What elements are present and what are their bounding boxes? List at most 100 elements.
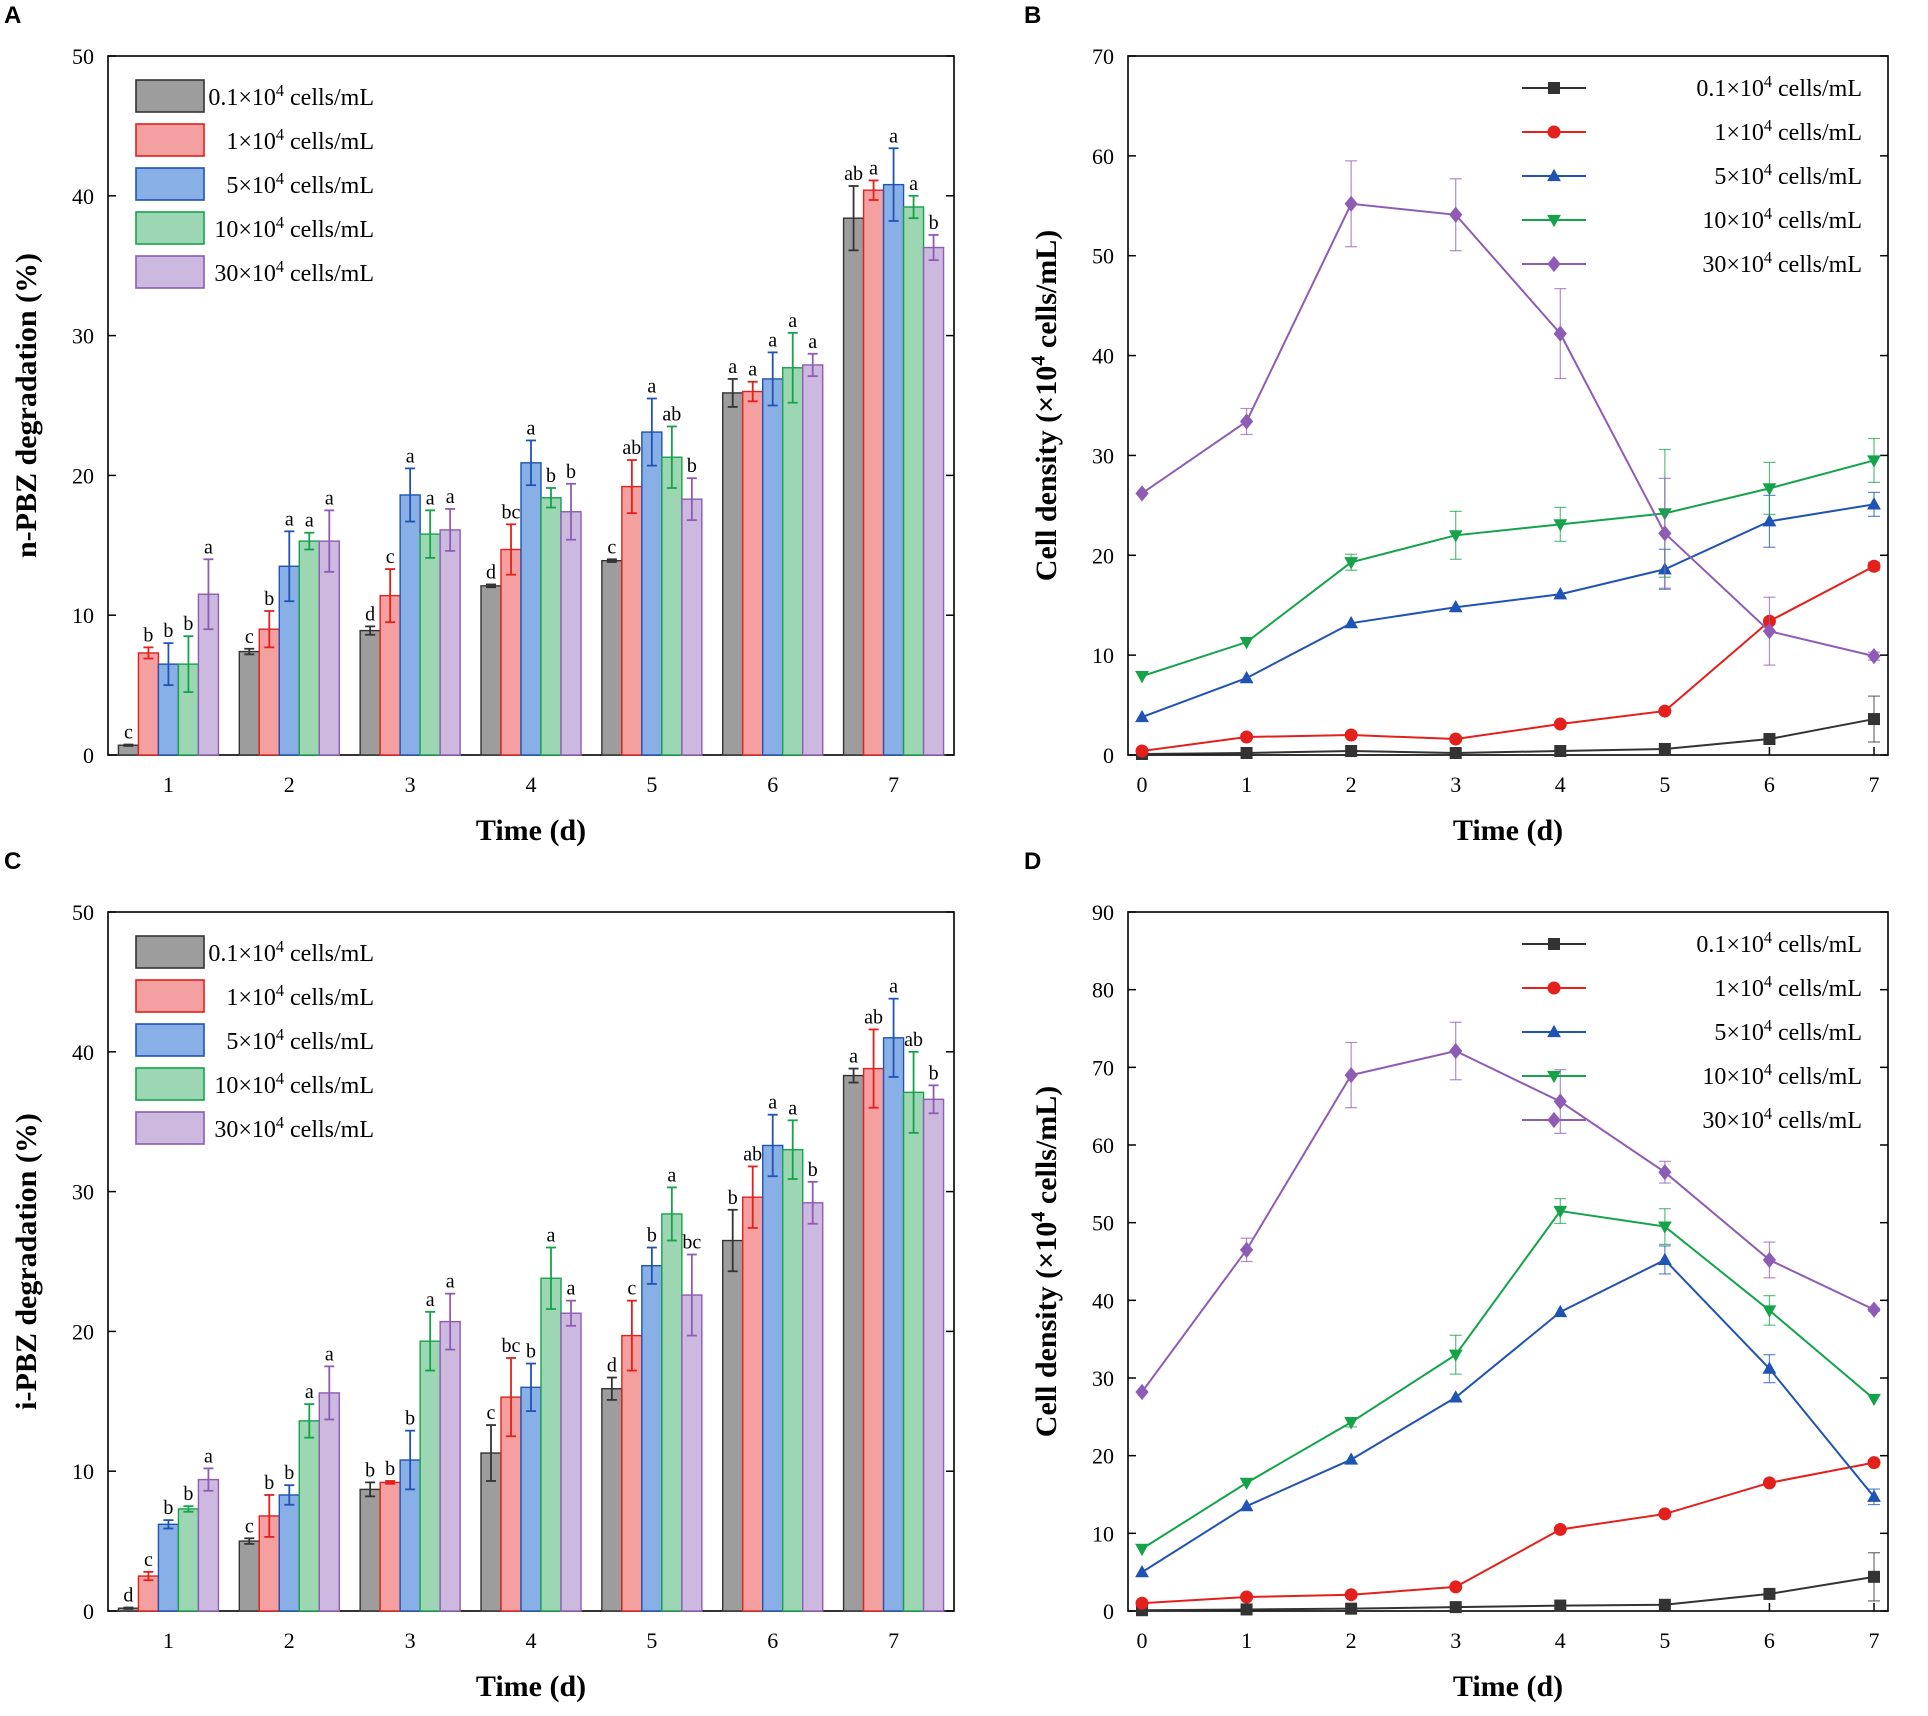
- bar: [419, 533, 441, 756]
- data-point: [1553, 1522, 1567, 1536]
- significance-label: d: [365, 603, 375, 625]
- legend-label: 5×104 cells/mL: [226, 1025, 374, 1055]
- data-point: [1762, 623, 1777, 640]
- bar: [641, 431, 663, 756]
- data-point: [1762, 1361, 1777, 1374]
- data-point: [1553, 717, 1567, 731]
- y-tick-label: 60: [1092, 144, 1114, 169]
- data-point: [1763, 733, 1776, 746]
- data-point: [1553, 1093, 1567, 1110]
- bar: [661, 456, 683, 756]
- bar: [560, 511, 582, 756]
- significance-label: a: [849, 1046, 858, 1068]
- x-tick-label: 5: [646, 772, 657, 797]
- bar: [742, 1196, 764, 1612]
- legend-marker: [1547, 1024, 1561, 1038]
- significance-label: a: [426, 1289, 435, 1311]
- significance-label: b: [365, 1459, 375, 1481]
- x-tick-label: 5: [1659, 1628, 1670, 1653]
- panel-letter-a: A: [4, 2, 22, 29]
- x-tick-label: 2: [284, 772, 295, 797]
- data-point: [1658, 1598, 1671, 1611]
- y-axis-title: i-PBZ degradation (%): [10, 1113, 43, 1410]
- significance-label: a: [527, 417, 536, 439]
- bar: [902, 1091, 925, 1612]
- data-point: [1553, 325, 1567, 342]
- bar: [238, 1540, 260, 1612]
- data-point: [1657, 1252, 1672, 1266]
- data-point: [1449, 1580, 1463, 1594]
- significance-label: d: [486, 561, 496, 583]
- significance-label: d: [607, 1355, 617, 1377]
- data-point: [1240, 1603, 1253, 1616]
- bar: [681, 498, 703, 756]
- bar: [520, 462, 542, 756]
- data-point: [1344, 1417, 1359, 1430]
- data-point: [1135, 1543, 1149, 1557]
- x-tick-label: 0: [1137, 772, 1148, 797]
- series-line: [1141, 1049, 1875, 1393]
- bar: [540, 1277, 562, 1612]
- y-tick-label: 50: [72, 44, 94, 69]
- bar: [137, 652, 160, 756]
- bar: [802, 364, 824, 756]
- significance-label: ab: [622, 437, 641, 459]
- y-tick-label: 50: [72, 900, 94, 925]
- significance-label: c: [627, 1278, 636, 1300]
- data-point: [1867, 1393, 1881, 1407]
- significance-label: b: [264, 588, 274, 610]
- bar: [641, 1264, 663, 1612]
- series-line: [1141, 1258, 1875, 1574]
- legend-label: 1×104 cells/mL: [1714, 972, 1862, 1002]
- data-point: [1763, 1587, 1776, 1600]
- significance-label: a: [748, 359, 757, 381]
- bar: [782, 1148, 804, 1612]
- bar: [157, 1523, 180, 1612]
- legend-marker: [1547, 1111, 1561, 1129]
- legend-swatch: [135, 1067, 205, 1101]
- y-axis-title: n-PBZ degradation (%): [10, 253, 43, 558]
- significance-label: b: [526, 1341, 536, 1363]
- x-axis-title: Time (d): [1453, 814, 1563, 847]
- significance-label: a: [204, 536, 213, 558]
- significance-label: ab: [904, 1029, 923, 1051]
- significance-label: a: [808, 331, 817, 353]
- significance-label: b: [405, 1408, 415, 1430]
- bar: [882, 183, 905, 756]
- bar: [762, 378, 784, 756]
- data-point: [1868, 713, 1880, 726]
- legend-label: 0.1×104 cells/mL: [208, 81, 374, 111]
- significance-label: c: [607, 536, 616, 558]
- y-tick-label: 20: [1092, 1444, 1114, 1469]
- x-tick-label: 5: [646, 1628, 657, 1653]
- bar: [722, 392, 744, 756]
- data-point: [1135, 1596, 1149, 1610]
- chart-b-cell-density: 0 10 20 30 40 50 60 70 0 1 2 3 4 5 6 7 Time (d) Cell dens…: [1028, 44, 1889, 847]
- significance-label: a: [567, 1278, 576, 1300]
- y-tick-label: 20: [1092, 543, 1114, 568]
- significance-label: a: [547, 1225, 556, 1247]
- bar: [399, 494, 421, 756]
- bar: [177, 1508, 200, 1612]
- data-point: [1448, 1349, 1463, 1362]
- bar: [601, 559, 623, 756]
- data-point: [1658, 525, 1672, 542]
- legend-label: 10×104 cells/mL: [1702, 204, 1862, 234]
- significance-label: b: [808, 1159, 818, 1181]
- legend-label: 1×104 cells/mL: [1714, 116, 1862, 146]
- bar: [862, 189, 885, 756]
- legend-label: 10×104 cells/mL: [214, 213, 374, 243]
- significance-label: b: [284, 1462, 294, 1484]
- data-point: [1344, 557, 1359, 570]
- legend-swatch: [135, 123, 205, 157]
- bar: [298, 1420, 320, 1612]
- series-line: [1141, 459, 1875, 678]
- y-tick-label: 10: [1092, 643, 1114, 668]
- significance-label: a: [446, 1271, 455, 1293]
- data-point: [1240, 747, 1253, 760]
- data-point: [1867, 455, 1881, 468]
- significance-label: b: [163, 1497, 173, 1519]
- data-point: [1658, 743, 1671, 756]
